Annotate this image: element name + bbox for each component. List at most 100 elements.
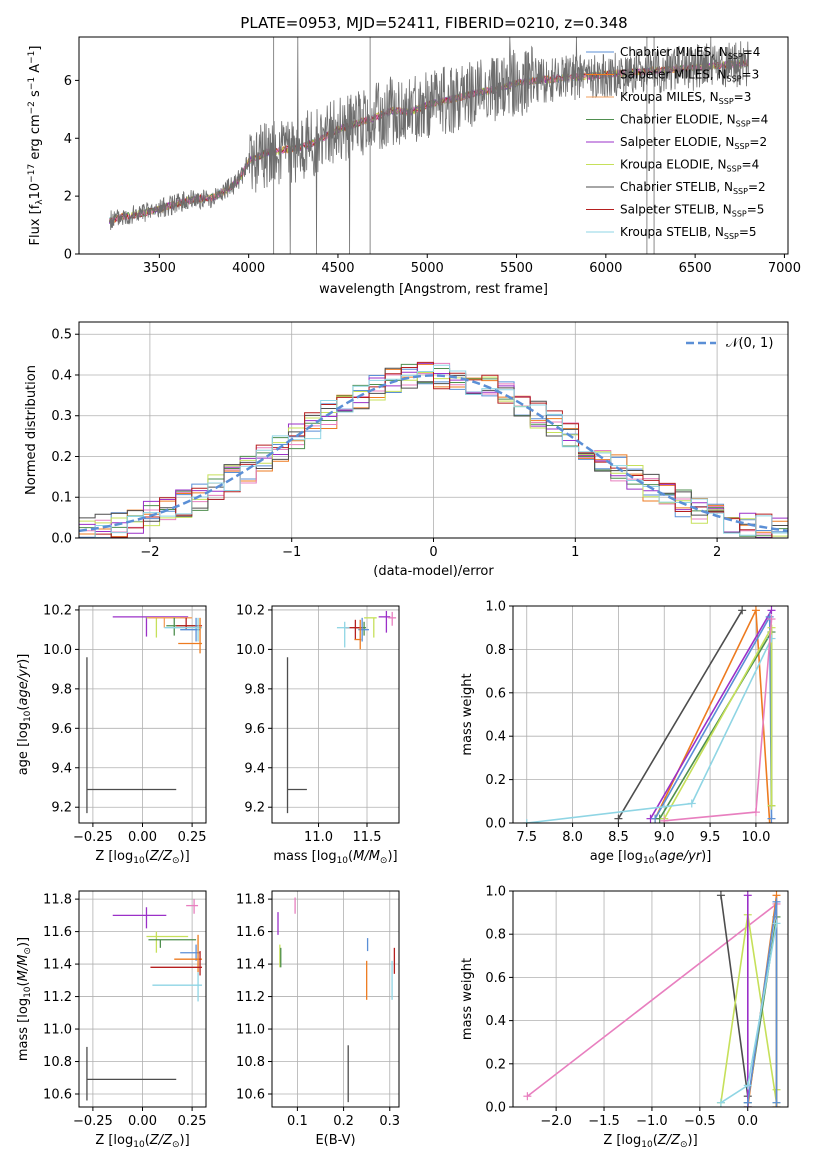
- x-tick-label: 0.25: [178, 1114, 207, 1129]
- x-axis-label: (data-model)/error: [373, 564, 494, 579]
- figure-title: PLATE=0953, MJD=52411, FIBERID=0210, z=0…: [240, 14, 627, 32]
- y-axis-label: Flux [fλ10−17 erg cm−2 s−1 A−1]: [27, 46, 45, 246]
- x-tick-label: 8.5: [608, 830, 629, 845]
- y-tick-label: 9.8: [51, 682, 72, 697]
- y-tick-label: 11.0: [236, 1023, 265, 1038]
- y-tick-label: 11.6: [236, 925, 265, 940]
- plot-area: [86, 899, 203, 1101]
- x-tick-label: 9.0: [654, 830, 675, 845]
- y-tick-label: 9.6: [244, 722, 265, 737]
- y-axis-label: mass weight: [460, 958, 475, 1040]
- x-axis-label: age [log10(age/yr)]: [590, 849, 712, 866]
- y-tick-label: 0.2: [51, 450, 72, 465]
- x-tick-label: 1: [571, 545, 579, 560]
- panel-weight_vs_Z: −2.0 −1.5 −1.0 −0.5 0.0 0.0 0.2 0.4 0.6 0.8 1.0 mas…: [460, 885, 789, 1150]
- axes-frame: [78, 36, 789, 255]
- y-tick-label: 10.6: [236, 1088, 265, 1103]
- panel-mass_vs_ebv: 0.1 0.2 0.3 10.6 10.8 11.0 11.2 11.4 11.6 11.8 E(B…: [236, 890, 400, 1148]
- x-tick-label: 0: [429, 545, 437, 560]
- histogram-kroupa_stelib: [79, 364, 788, 538]
- x-tick-label: 9.5: [700, 830, 721, 845]
- y-axis-label: mass [log10(M/M⊙)]: [16, 937, 33, 1061]
- panel-age_vs_mass: 11.0 11.5 9.2 9.4 9.6 9.8 10.0 10.2 mass [log10(…: [236, 603, 400, 866]
- plot-area: [286, 610, 397, 814]
- y-tick-label: 0.1: [51, 491, 72, 506]
- y-tick-label: 9.2: [244, 801, 265, 816]
- y-tick-label: 10.2: [236, 603, 265, 618]
- y-tick-label: 1.0: [485, 600, 506, 615]
- y-axis-label: age [log10(age/yr)]: [16, 654, 33, 776]
- x-tick-label: 0.00: [128, 830, 157, 845]
- y-tick-label: 11.8: [236, 893, 265, 908]
- panel-age_vs_Z: −0.25 0.00 0.25 9.2 9.4 9.6 9.8 10.0 10.2 Z [log1…: [16, 603, 207, 866]
- weight-line-kroupa_stelib: [526, 638, 773, 823]
- y-tick-label: 9.4: [244, 761, 265, 776]
- y-tick-label: 11.4: [236, 958, 265, 973]
- y-tick-label: 1.0: [485, 885, 506, 900]
- y-tick-label: 11.2: [236, 990, 265, 1005]
- observed-spectrum-line: [109, 37, 750, 254]
- panel-spectrum: 3500 4000 4500 5000 5500 6000 6500 7000 0 2 4 6 Flux…: [27, 36, 801, 297]
- y-tick-label: 0.4: [485, 730, 506, 745]
- normal-curve-line: [79, 374, 788, 533]
- y-tick-label: 0.8: [485, 643, 506, 658]
- weight-line-chabrier_elodie: [659, 629, 773, 820]
- x-tick-label: 0.00: [128, 1114, 157, 1129]
- y-tick-label: 11.2: [43, 990, 72, 1005]
- y-tick-label: 9.6: [51, 722, 72, 737]
- y-tick-label: 9.4: [51, 761, 72, 776]
- x-tick-label: 6500: [679, 261, 712, 276]
- legend-label: Chabrier MILES, NSSP=4: [620, 45, 760, 61]
- x-tick-label: 8.0: [562, 830, 583, 845]
- x-tick-label: 11.0: [304, 830, 333, 845]
- plot-area: [523, 891, 781, 1107]
- x-tick-label: −1.5: [588, 1114, 620, 1129]
- legend-label: Chabrier ELODIE, NSSP=4: [620, 113, 768, 129]
- legend-label: Salpeter STELIB, NSSP=5: [620, 203, 764, 219]
- x-tick-label: 11.5: [353, 830, 382, 845]
- y-tick-label: 0.6: [485, 686, 506, 701]
- x-axis-label: Z [log10(Z/Z⊙)]: [603, 1133, 697, 1150]
- y-tick-label: 0.2: [485, 773, 506, 788]
- x-tick-label: 0.1: [287, 1114, 308, 1129]
- x-axis-label: E(B-V): [315, 1133, 355, 1148]
- y-tick-label: 9.8: [244, 682, 265, 697]
- panel-mass_vs_Z: −0.25 0.00 0.25 10.6 10.8 11.0 11.2 11.4 11.6 11.…: [16, 890, 207, 1150]
- legend-label: Chabrier STELIB, NSSP=2: [620, 180, 766, 196]
- y-tick-label: 0.0: [485, 1101, 506, 1116]
- y-tick-label: 11.8: [43, 893, 72, 908]
- x-tick-label: 0.25: [178, 830, 207, 845]
- x-tick-label: 3500: [143, 261, 176, 276]
- x-tick-label: 7.5: [516, 830, 537, 845]
- y-tick-label: 11.0: [43, 1023, 72, 1038]
- axes-frame: [512, 605, 789, 824]
- axes-frame: [78, 605, 207, 824]
- x-tick-label: 4000: [232, 261, 265, 276]
- panel-residuals: −2 −1 0 1 2 0.0 0.1 0.2 0.3 0.4 0.5 (data-model)/er…: [24, 321, 789, 579]
- x-tick-label: −0.25: [73, 830, 113, 845]
- y-tick-label: 0.4: [51, 368, 72, 383]
- y-tick-label: 10.8: [236, 1055, 265, 1070]
- y-tick-label: 10.8: [43, 1055, 72, 1070]
- plot-area: [86, 616, 203, 814]
- y-tick-label: 0: [64, 248, 72, 263]
- y-tick-label: 10.0: [43, 643, 72, 658]
- weight-line-chabrier_stelib: [617, 609, 743, 820]
- y-tick-label: 0.8: [485, 928, 506, 943]
- legend-label: Kroupa ELODIE, NSSP=4: [620, 158, 759, 174]
- x-tick-label: 0.3: [379, 1114, 400, 1129]
- legend-label: Kroupa MILES, NSSP=3: [620, 90, 751, 106]
- y-tick-label: 10.2: [43, 603, 72, 618]
- x-tick-label: 6000: [589, 261, 622, 276]
- plot-area: [277, 897, 396, 1103]
- plot-area: [109, 37, 750, 254]
- axes-frame: [78, 890, 207, 1108]
- x-tick-label: −0.25: [73, 1114, 113, 1129]
- y-axis-label: Normed distribution: [24, 365, 39, 495]
- weight-line-pink: [526, 903, 777, 1097]
- axes-frame: [271, 890, 400, 1108]
- x-axis-label: wavelength [Angstrom, rest frame]: [319, 282, 548, 297]
- x-tick-label: −2.0: [540, 1114, 572, 1129]
- y-tick-label: 11.6: [43, 925, 72, 940]
